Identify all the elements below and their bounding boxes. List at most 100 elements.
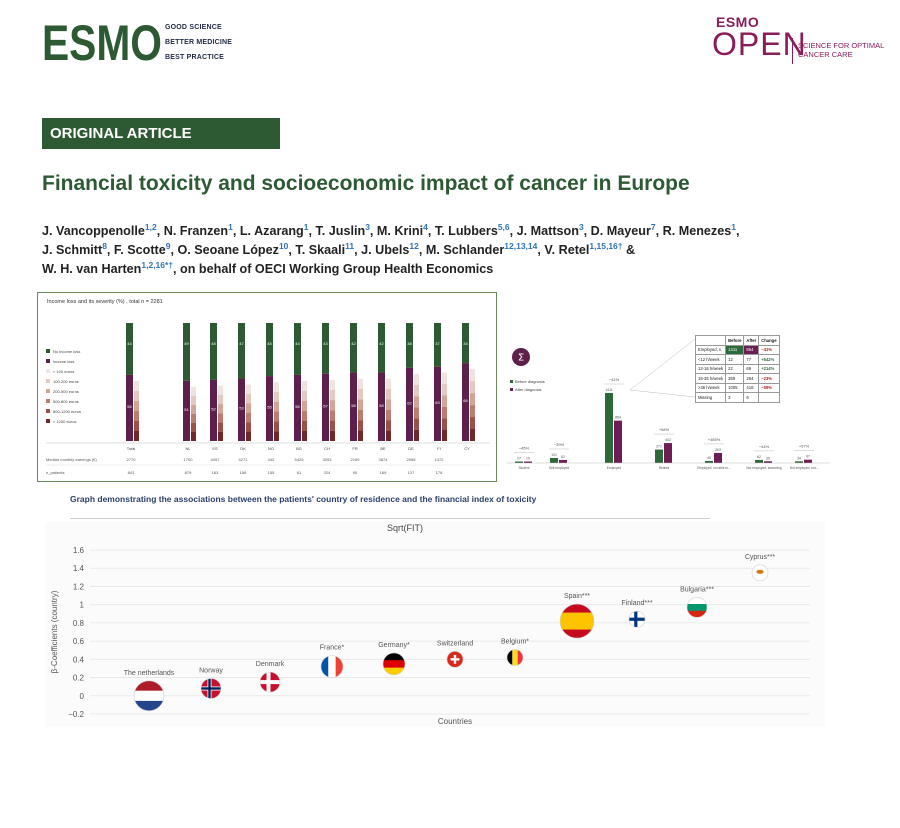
table-cell: 69 [743, 363, 760, 374]
author-affiliation: 1 [303, 221, 309, 232]
point-label: Bulgaria*** [680, 586, 714, 593]
bar-after [804, 459, 812, 463]
bar-value: 45 [267, 341, 272, 346]
y-tick-label: 0.6 [73, 637, 85, 646]
n-patients-cell: 324 [324, 470, 331, 475]
author-line: J. Vancoppenolle1,2, N. Franzen1, L. Aza… [42, 221, 740, 238]
severity-segment [470, 405, 475, 418]
change-label: −41% [609, 377, 620, 382]
severity-segment [442, 395, 447, 407]
severity-segment [191, 386, 196, 396]
table-row: Missing 3 6 [694, 392, 780, 403]
severity-segment [274, 431, 279, 441]
bar-before [795, 461, 803, 463]
category-label: Not employed, searching [746, 466, 781, 470]
author-name: O. Seoane López [177, 243, 279, 257]
bar-value: 37 [435, 341, 440, 346]
flag-outline [446, 651, 464, 668]
table-cell: −41% [758, 344, 780, 355]
legend-label: Before diagnosis [515, 379, 545, 384]
severity-segment [358, 378, 363, 389]
n-patients-cell: 879 [185, 470, 192, 475]
table-cell: 369 [725, 373, 745, 384]
table-cell: +214% [758, 363, 780, 374]
bar-value: 62 [757, 455, 761, 459]
median-earnings-cell: 3874 [379, 457, 389, 462]
chart-title: Sqrt(FIT) [387, 523, 423, 533]
author-list: J. Vancoppenolle1,2, N. Franzen1, L. Aza… [42, 222, 842, 279]
flag-outline [382, 652, 406, 676]
change-label: +485% [708, 437, 721, 442]
severity-segment [246, 384, 251, 394]
tagline-1: GOOD SCIENCE [165, 24, 222, 31]
table-cell: 284 [743, 373, 760, 384]
esmo-open-logo-top: ESMO [716, 14, 760, 30]
severity-segment [414, 373, 419, 386]
table-cell: −23% [758, 373, 780, 384]
author-affiliation: 12 [409, 240, 419, 251]
bar-value: 56 [295, 404, 300, 409]
bar-value: 40 [707, 456, 711, 460]
flag-marker-denmark [259, 671, 281, 693]
group-label: FR [352, 446, 357, 451]
bar-value: 47 [239, 341, 244, 346]
flag-stripe [383, 667, 405, 675]
flag-cross [450, 658, 460, 661]
n-patients-cell: 169 [380, 470, 387, 475]
author-affiliation: 12,13,14 [504, 240, 538, 251]
flag-content [752, 564, 768, 581]
esmo-tagline: GOOD SCIENCE BETTER MEDICINE BEST PRACTI… [165, 20, 232, 65]
bar-value: 52 [211, 406, 216, 411]
author-name: N. Franzen [163, 224, 229, 238]
table-row: <12 h/week 12 77 +542% [694, 354, 780, 365]
flag-cross [260, 680, 280, 685]
legend-swatch [46, 409, 50, 413]
bar-after [764, 461, 772, 463]
bar-income-loss [378, 372, 385, 441]
income-loss-title: Income loss and its severity (%) , total… [47, 299, 163, 305]
bar-value: 48 [211, 341, 216, 346]
point-label: Finland*** [621, 600, 652, 607]
table-header-cell: Change [758, 335, 780, 346]
bar-value: 66 [463, 398, 468, 403]
bar-value: 42 [351, 341, 356, 346]
legend-swatch [46, 369, 50, 373]
fit-graph-heading: Graph demonstrating the associations bet… [70, 494, 537, 504]
legend-label: No income loss [53, 349, 80, 354]
category-label: Student [519, 466, 530, 470]
point-label: Belgium* [501, 639, 529, 646]
severity-segment [191, 395, 196, 405]
flag-stripe [328, 655, 336, 678]
author-name: M. Krini [376, 224, 424, 238]
severity-segment [218, 431, 223, 441]
table-cell: >36 h/week [694, 382, 727, 393]
flag-content [447, 651, 463, 668]
author-name: D. Mayeur [590, 224, 651, 238]
y-tick-label: 1 [80, 601, 85, 610]
author-affiliation: 1,2 [144, 221, 157, 232]
legend-swatch [46, 399, 50, 403]
bar-value: 38 [407, 341, 412, 346]
flag-marker-bulgaria [686, 597, 708, 618]
severity-segment [470, 381, 475, 394]
table-cell: 77 [743, 354, 760, 365]
median-earnings-cell: 3093 [323, 457, 333, 462]
table-header-cell [694, 335, 727, 346]
median-earnings-cell: 2958 [407, 457, 417, 462]
bar-value: 42 [379, 341, 384, 346]
bar-before [515, 461, 523, 463]
group-label: Total [127, 446, 136, 451]
severity-segment [442, 372, 447, 385]
severity-segment [414, 385, 419, 397]
severity-segment [414, 407, 419, 419]
bar-value: 44 [127, 341, 132, 346]
table-cell: 3 [725, 392, 745, 403]
bar-value: 58 [379, 403, 384, 408]
flag-stripe [560, 629, 594, 639]
author-name: J. Mattson [516, 224, 579, 238]
flag-stripe [507, 649, 513, 666]
n-patients-cell: 178 [436, 470, 443, 475]
author-affiliation: 4 [423, 221, 428, 232]
legend-label: > 1200 euros [53, 419, 76, 424]
callout-line [629, 389, 696, 398]
